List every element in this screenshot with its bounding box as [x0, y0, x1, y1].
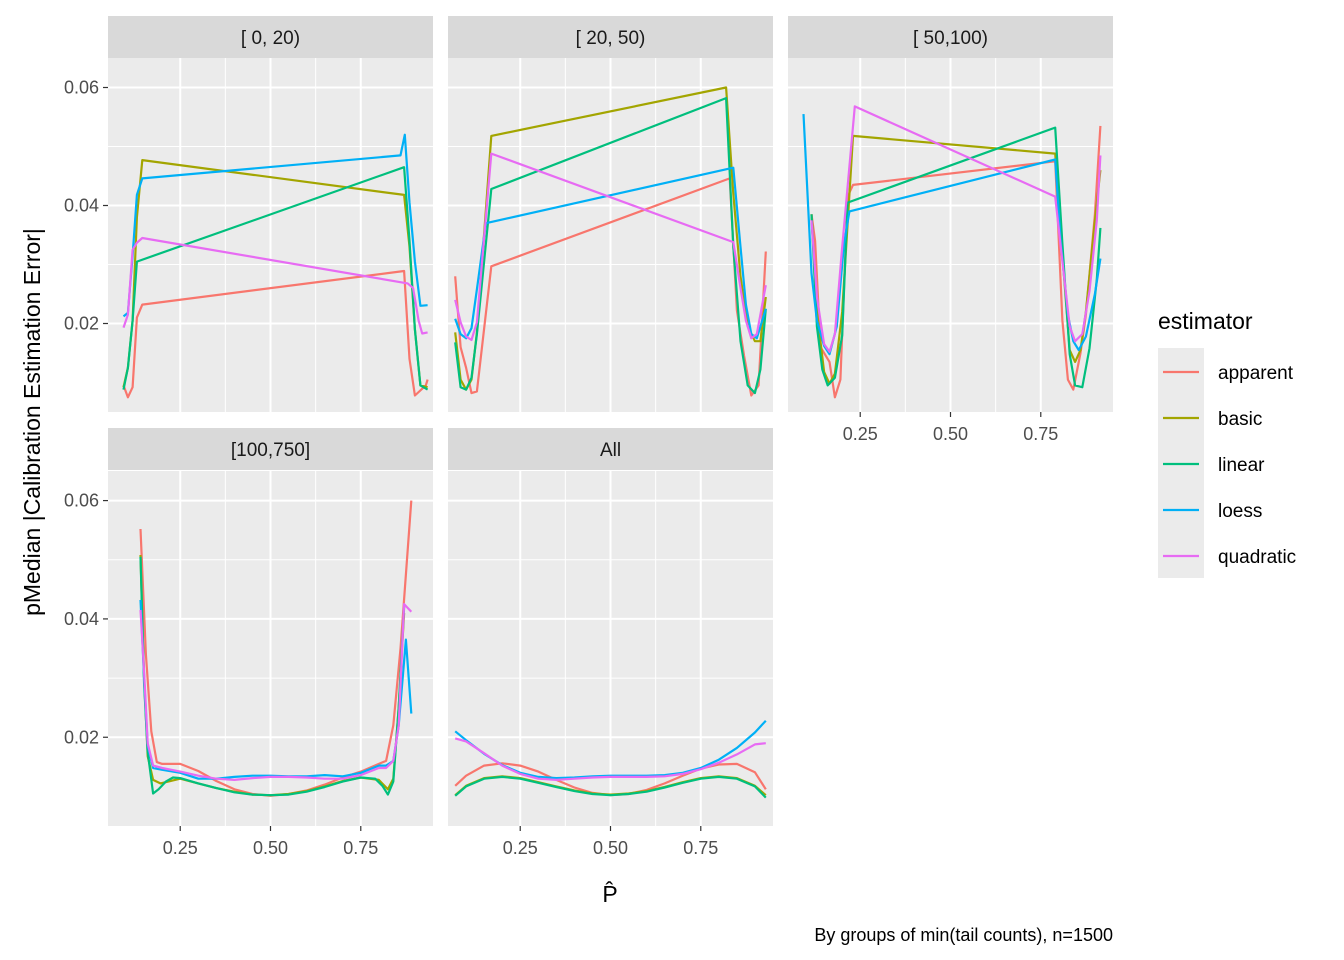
legend-label-basic: basic — [1218, 409, 1262, 430]
legend-label-linear: linear — [1218, 455, 1265, 476]
y-tick-label: 0.06 — [64, 78, 99, 98]
facet-strip — [108, 428, 433, 470]
facet-label: [ 50,100) — [913, 28, 988, 49]
y-tick-label: 0.06 — [64, 491, 99, 511]
y-tick-label: 0.04 — [64, 196, 99, 216]
series-line-linear — [122, 166, 429, 391]
x-tick-label: 0.50 — [593, 838, 628, 858]
series-line-quadratic — [139, 603, 413, 781]
series-line-linear — [454, 775, 767, 799]
series-line-quadratic — [122, 236, 428, 335]
series-line-loess — [802, 114, 1102, 356]
series-line-quadratic — [454, 737, 766, 781]
facet-label: [100,750] — [231, 440, 310, 461]
series-line-linear — [810, 126, 1102, 389]
facet-strip — [108, 16, 433, 58]
x-tick-label: 0.75 — [343, 838, 378, 858]
series-line-apparent — [454, 177, 767, 397]
panel-50-100: [ 50,100) 0.25 0.50 0.75 — [788, 16, 1113, 444]
panel-0-20: [ 0, 20) 0.02 0.04 0.06 — [64, 16, 433, 412]
y-tick-label: 0.04 — [64, 609, 99, 629]
series-line-linear — [139, 556, 406, 797]
series-line-loess — [454, 166, 767, 340]
x-tick-label: 0.25 — [163, 838, 198, 858]
series-line-quadratic — [454, 152, 767, 342]
x-tick-label: 0.25 — [843, 424, 878, 444]
facet-label: [ 20, 50) — [576, 28, 646, 49]
legend-label-loess: loess — [1218, 501, 1262, 522]
series-line-quadratic — [810, 105, 1102, 353]
y-tick-label: 0.02 — [64, 727, 99, 747]
facet-strip — [448, 16, 773, 58]
legend: estimator apparent basic linear loess quadra… — [1158, 308, 1296, 578]
x-tick-label: 0.50 — [253, 838, 288, 858]
caption: By groups of min(tail counts), n=1500 — [814, 925, 1113, 945]
facet-label: [ 0, 20) — [241, 28, 300, 49]
facet-strip — [788, 16, 1113, 58]
legend-label-apparent: apparent — [1218, 363, 1294, 384]
x-tick-label: 0.75 — [1023, 424, 1058, 444]
y-tick-label: 0.02 — [64, 314, 99, 334]
x-axis-title: P̂ — [602, 880, 617, 907]
legend-label-quadratic: quadratic — [1218, 547, 1296, 568]
y-axis-title: pMedian |Calibration Estimation Error| — [19, 228, 45, 616]
x-tick-label: 0.75 — [683, 838, 718, 858]
facet-label: All — [600, 440, 621, 461]
legend-entries: apparent basic linear loess quadratic — [1163, 363, 1296, 568]
panel-all: All 0.25 0.50 0.75 — [448, 428, 773, 858]
legend-title: estimator — [1158, 308, 1253, 334]
series-line-apparent — [122, 269, 429, 399]
panel-20-50: [ 20, 50) — [448, 16, 773, 412]
facet-strip — [448, 428, 773, 470]
facet-panels: [ 0, 20) 0.02 0.04 0.06 [ 20, 50) [ 50,100) 0.… — [64, 16, 1113, 858]
x-tick-label: 0.25 — [503, 838, 538, 858]
series-line-linear — [454, 97, 767, 395]
x-tick-label: 0.50 — [933, 424, 968, 444]
panel-100-750: [100,750] 0.02 0.04 0.06 0.25 0.50 0.75 — [64, 428, 433, 858]
